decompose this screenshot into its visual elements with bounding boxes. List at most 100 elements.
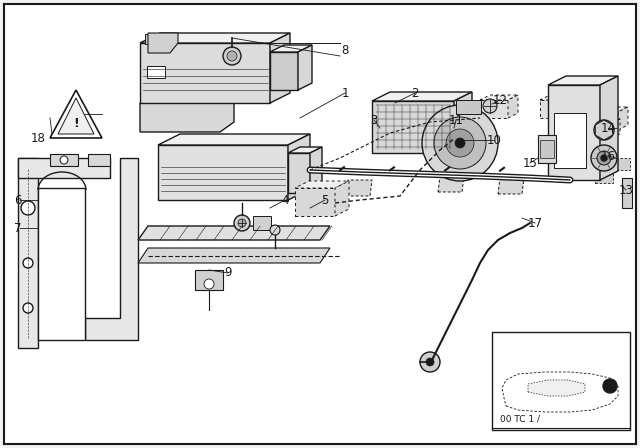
Circle shape <box>446 129 474 157</box>
Circle shape <box>601 155 607 161</box>
FancyBboxPatch shape <box>595 171 613 183</box>
Polygon shape <box>568 95 578 118</box>
FancyBboxPatch shape <box>4 4 636 444</box>
Text: 9: 9 <box>224 267 232 280</box>
Circle shape <box>204 279 214 289</box>
Text: 6: 6 <box>14 194 22 207</box>
Polygon shape <box>372 92 472 101</box>
Polygon shape <box>372 101 454 153</box>
FancyBboxPatch shape <box>253 216 271 230</box>
Text: 5: 5 <box>321 194 329 207</box>
Polygon shape <box>540 95 578 100</box>
Polygon shape <box>346 180 372 196</box>
Text: 3: 3 <box>371 113 378 126</box>
FancyBboxPatch shape <box>590 146 608 158</box>
Polygon shape <box>158 134 310 145</box>
Polygon shape <box>590 123 612 138</box>
Circle shape <box>483 99 497 113</box>
Circle shape <box>591 145 617 171</box>
Polygon shape <box>588 130 598 153</box>
Circle shape <box>594 120 614 140</box>
Polygon shape <box>295 181 349 188</box>
Polygon shape <box>454 92 472 153</box>
Text: 18: 18 <box>31 132 45 145</box>
Text: 12: 12 <box>493 94 508 107</box>
FancyBboxPatch shape <box>145 34 151 44</box>
Text: 8: 8 <box>341 43 349 56</box>
Circle shape <box>238 219 246 227</box>
Circle shape <box>60 156 68 164</box>
Text: 10: 10 <box>486 134 501 146</box>
Polygon shape <box>502 372 618 412</box>
Text: 13: 13 <box>619 184 634 197</box>
Circle shape <box>23 303 33 313</box>
FancyBboxPatch shape <box>612 158 630 170</box>
Polygon shape <box>508 95 518 118</box>
Circle shape <box>455 138 465 148</box>
Polygon shape <box>85 158 138 340</box>
Polygon shape <box>288 153 310 193</box>
Polygon shape <box>590 119 620 123</box>
Text: 2: 2 <box>412 86 419 99</box>
Polygon shape <box>590 107 628 112</box>
Polygon shape <box>498 178 524 194</box>
Polygon shape <box>480 95 518 100</box>
FancyBboxPatch shape <box>88 154 110 166</box>
Circle shape <box>422 105 498 181</box>
Text: 16: 16 <box>600 150 616 163</box>
FancyBboxPatch shape <box>155 34 161 44</box>
FancyBboxPatch shape <box>538 135 556 163</box>
Polygon shape <box>560 89 590 93</box>
Text: 11: 11 <box>449 113 463 126</box>
Polygon shape <box>560 93 582 108</box>
FancyBboxPatch shape <box>554 113 586 168</box>
Text: 7: 7 <box>14 221 22 234</box>
Circle shape <box>426 358 434 366</box>
Polygon shape <box>560 130 598 135</box>
Text: 14: 14 <box>600 121 616 134</box>
Circle shape <box>223 47 241 65</box>
Polygon shape <box>140 33 290 43</box>
Polygon shape <box>480 100 508 118</box>
Text: 00 TC 1 /: 00 TC 1 / <box>500 414 540 423</box>
FancyBboxPatch shape <box>492 332 630 430</box>
Circle shape <box>603 379 617 393</box>
Polygon shape <box>540 100 568 118</box>
Polygon shape <box>612 119 620 138</box>
Polygon shape <box>298 45 312 90</box>
Polygon shape <box>295 188 335 216</box>
Polygon shape <box>18 158 110 178</box>
Polygon shape <box>548 85 600 180</box>
Text: 1: 1 <box>341 86 349 99</box>
Polygon shape <box>50 90 102 138</box>
Polygon shape <box>438 176 464 192</box>
Polygon shape <box>618 107 628 130</box>
FancyBboxPatch shape <box>147 66 165 78</box>
FancyBboxPatch shape <box>456 100 481 114</box>
Text: !: ! <box>73 117 79 130</box>
Circle shape <box>227 51 237 61</box>
Text: 4: 4 <box>281 194 289 207</box>
Polygon shape <box>528 380 585 396</box>
Polygon shape <box>140 103 234 132</box>
Polygon shape <box>288 134 310 200</box>
Polygon shape <box>38 188 85 340</box>
Polygon shape <box>18 158 38 348</box>
Circle shape <box>23 258 33 268</box>
Polygon shape <box>590 112 618 130</box>
Polygon shape <box>582 89 590 108</box>
Circle shape <box>234 215 250 231</box>
Polygon shape <box>270 33 290 103</box>
Polygon shape <box>138 226 330 240</box>
Polygon shape <box>600 76 618 180</box>
FancyBboxPatch shape <box>540 140 554 158</box>
Circle shape <box>434 117 486 169</box>
Polygon shape <box>548 76 618 85</box>
Circle shape <box>270 225 280 235</box>
Polygon shape <box>270 52 298 90</box>
Polygon shape <box>138 248 330 263</box>
Circle shape <box>597 151 611 165</box>
Polygon shape <box>140 43 270 103</box>
Text: 15: 15 <box>523 156 538 169</box>
FancyBboxPatch shape <box>622 178 632 208</box>
